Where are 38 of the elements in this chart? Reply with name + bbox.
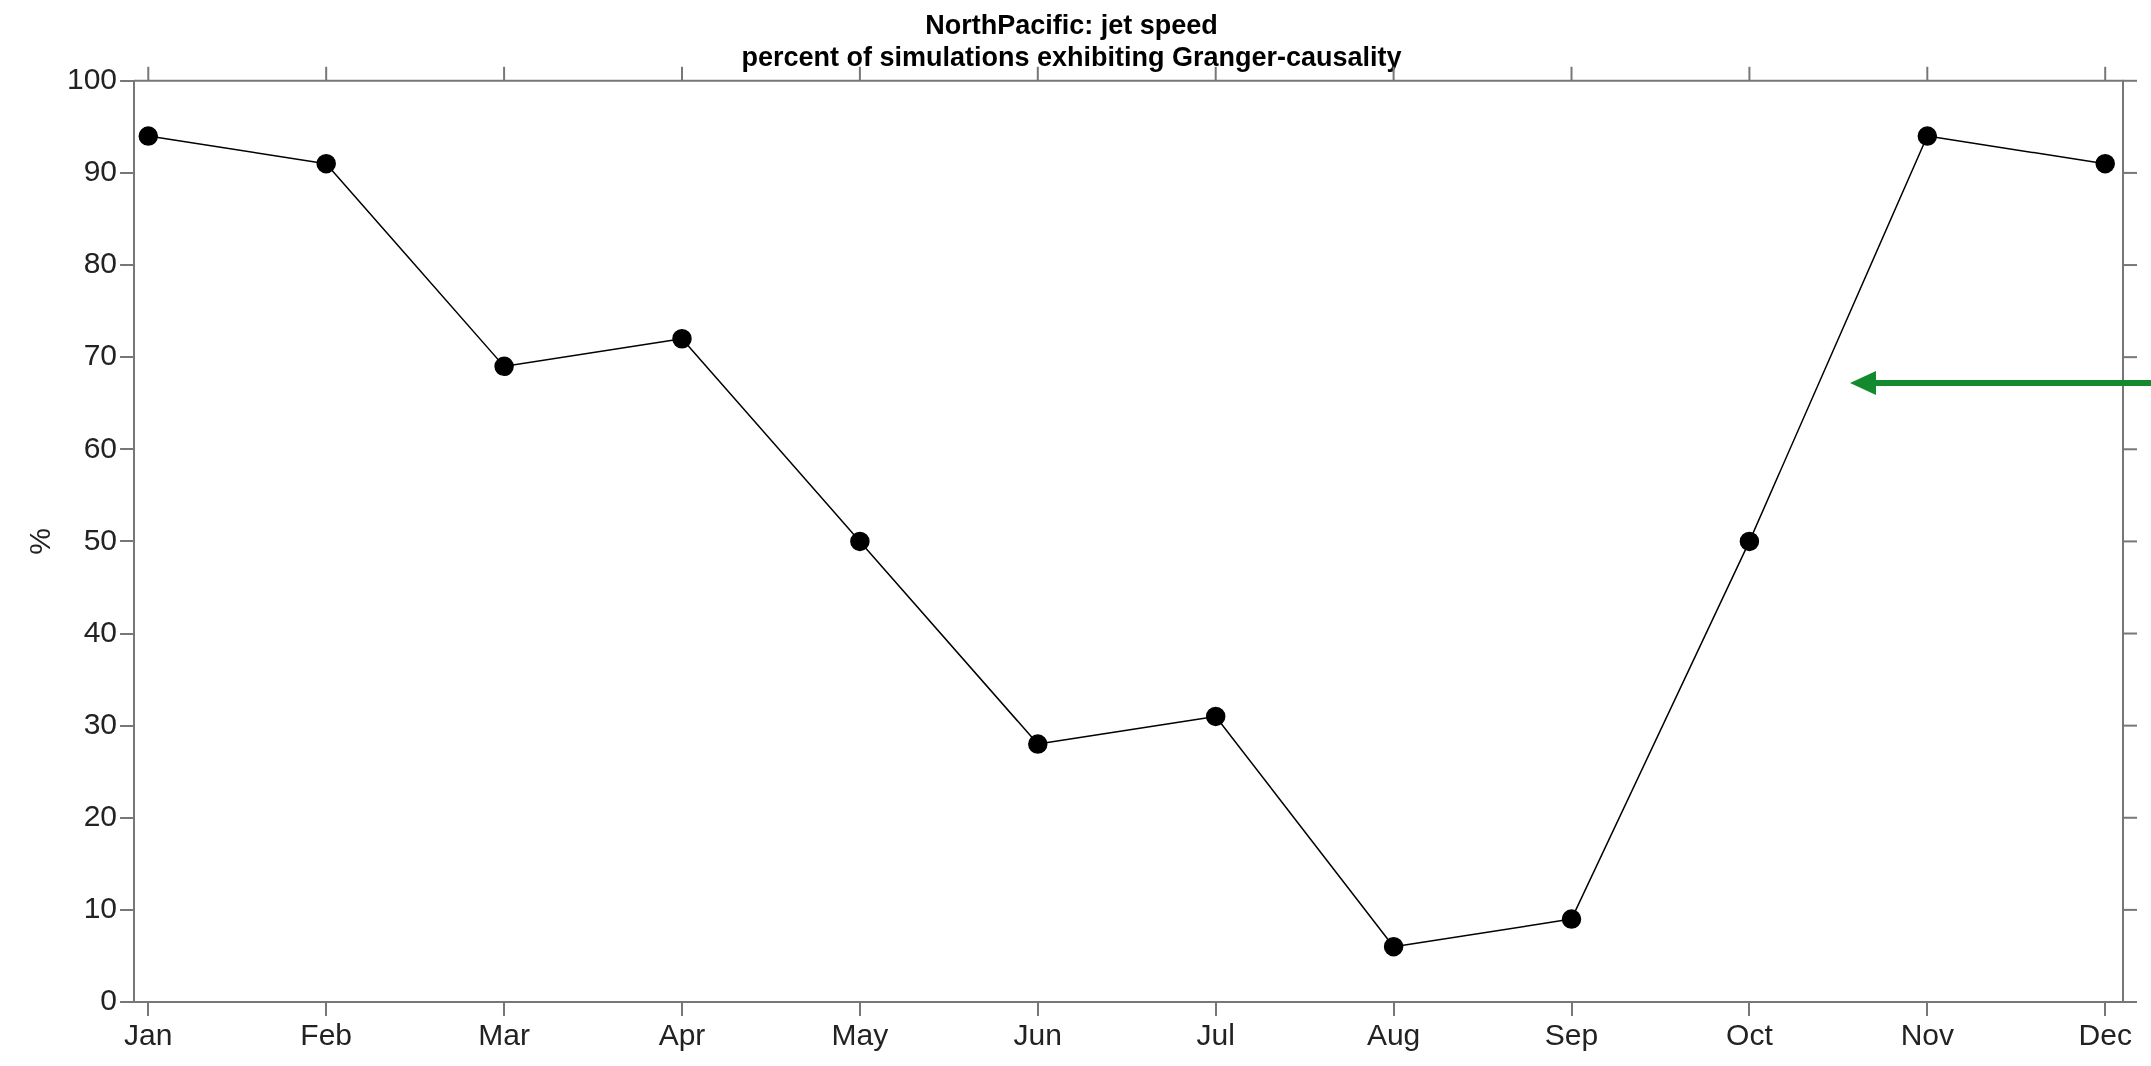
y-tick-label: 70: [83, 338, 118, 372]
y-tick-label: 40: [83, 614, 118, 648]
y-tick-label: 30: [83, 706, 118, 740]
x-tick-label: Apr: [658, 1018, 706, 1052]
x-tick-label: Jul: [1196, 1018, 1235, 1052]
y-tick-label: 50: [83, 522, 118, 556]
y-tick-label: 0: [100, 983, 118, 1017]
x-tick-label: Jun: [1013, 1018, 1062, 1052]
point: [1028, 734, 1048, 754]
y-tick-label: 10: [83, 891, 118, 925]
y-tick-label: 60: [83, 430, 118, 464]
point: [316, 153, 336, 174]
point: [1205, 706, 1226, 727]
y-tick-label: 90: [83, 154, 118, 188]
x-tick-label: May: [831, 1018, 889, 1052]
y-axis-title: %: [23, 528, 57, 555]
y-tick-label: 20: [83, 799, 118, 833]
x-tick-label: Jan: [124, 1018, 173, 1052]
x-tick-label: Nov: [1900, 1018, 1954, 1052]
point: [1383, 936, 1404, 957]
point: [1739, 531, 1760, 552]
x-tick-label: Sep: [1544, 1018, 1599, 1052]
y-tick-label: 100: [66, 62, 118, 96]
point: [850, 531, 870, 552]
x-tick-label: Dec: [2078, 1018, 2132, 1052]
x-tick-label: Mar: [478, 1018, 530, 1052]
x-tick-label: Aug: [1366, 1018, 1421, 1052]
y-tick-label: 80: [83, 246, 118, 280]
chart-title: NorthPacific: jet speed: [925, 9, 1218, 40]
point: [672, 328, 692, 349]
chart-subtitle: percent of simulations exhibiting Granger-causality: [741, 42, 1402, 73]
point: [1917, 126, 1938, 146]
point: [1561, 909, 1582, 929]
x-tick-label: Oct: [1726, 1018, 1774, 1052]
point: [494, 356, 514, 377]
x-tick-label: Feb: [300, 1018, 353, 1052]
point: [2095, 153, 2115, 174]
point: [138, 126, 159, 146]
